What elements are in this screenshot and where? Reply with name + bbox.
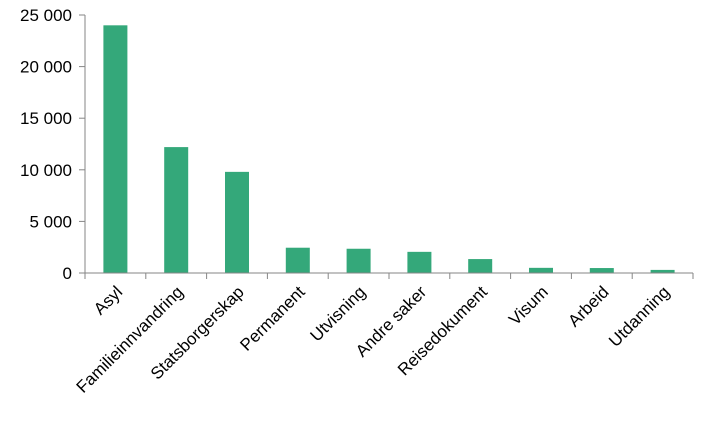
x-category-label: Visum bbox=[505, 282, 552, 329]
bar bbox=[650, 269, 675, 273]
x-category-label: Utvisning bbox=[307, 282, 370, 345]
bar bbox=[468, 259, 493, 273]
bar bbox=[285, 247, 310, 273]
bar bbox=[346, 248, 371, 273]
y-tick-label: 20 000 bbox=[20, 58, 72, 77]
x-category-label: Asyl bbox=[90, 282, 126, 318]
x-category-label: Arbeid bbox=[564, 282, 612, 330]
bars-group bbox=[103, 25, 675, 273]
bar bbox=[225, 171, 249, 273]
y-tick-label: 25 000 bbox=[20, 6, 72, 25]
x-category-label: Familieinnvandring bbox=[73, 282, 187, 396]
x-axis: AsylFamilieinnvandringStatsborgerskapPer… bbox=[73, 272, 694, 397]
y-axis: 0 5 000 10 000 15 000 20 000 25 000 bbox=[20, 6, 86, 283]
y-tick-label: 10 000 bbox=[20, 161, 72, 180]
y-tick-label: 5 000 bbox=[29, 212, 72, 231]
y-tick-label: 0 bbox=[63, 264, 72, 283]
y-tick-label: 15 000 bbox=[20, 109, 72, 128]
bar bbox=[103, 25, 128, 273]
bar bbox=[164, 147, 189, 273]
bar bbox=[529, 267, 553, 273]
x-category-label: Permanent bbox=[236, 282, 308, 354]
x-category-label: Utdanning bbox=[605, 282, 673, 350]
bar bbox=[407, 251, 432, 273]
bar bbox=[589, 268, 614, 273]
